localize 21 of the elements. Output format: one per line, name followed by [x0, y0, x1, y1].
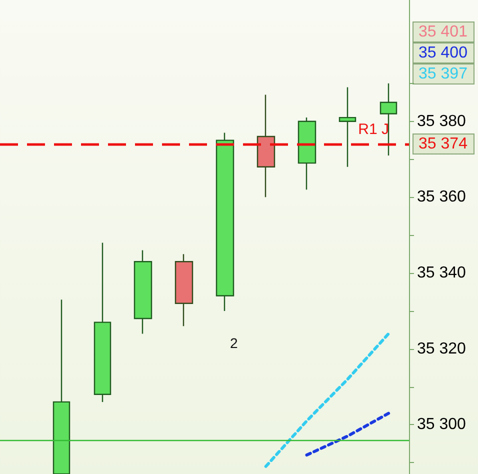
candlestick [94, 242, 112, 403]
ref-line-label: R1 J [358, 121, 389, 138]
annotation: 2 [230, 335, 238, 351]
y-tick-label: 35 360 [417, 188, 466, 206]
y-tick-label: 35 320 [417, 340, 466, 358]
y-tick-label: 35 380 [417, 112, 466, 130]
candlestick [134, 250, 152, 334]
candlestick [380, 82, 398, 156]
line-series [264, 332, 390, 468]
candlestick [256, 94, 276, 198]
candlestick [338, 86, 356, 168]
y-tick-label: 35 300 [417, 416, 466, 434]
candlestick [174, 253, 194, 327]
candlestick [52, 298, 70, 474]
text: 35 374 [418, 136, 468, 152]
candlestick [216, 132, 234, 312]
text: 35 401 [418, 24, 468, 40]
y-tick-label: 35 340 [417, 264, 466, 282]
text: 35 397 [418, 66, 468, 82]
candlestick [298, 116, 316, 190]
text: 35 400 [418, 44, 468, 62]
